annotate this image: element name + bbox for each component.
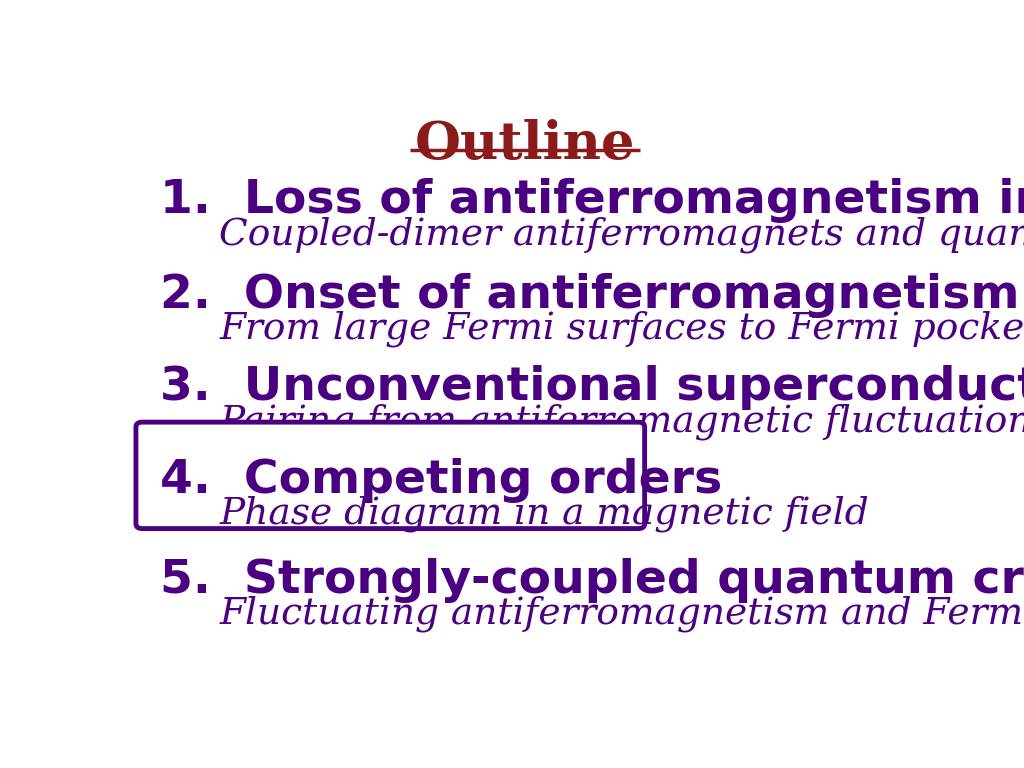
Text: Coupled-dimer antiferromagnets and quantum criticality: Coupled-dimer antiferromagnets and quant… [219,217,1024,253]
Text: Pairing from antiferromagnetic fluctuations: Pairing from antiferromagnetic fluctuati… [219,404,1024,440]
Text: Phase diagram in a magnetic field: Phase diagram in a magnetic field [219,495,869,532]
FancyBboxPatch shape [136,422,645,528]
Text: 5.  Strongly-coupled quantum criticality in metals: 5. Strongly-coupled quantum criticality … [160,558,1024,603]
Text: 1.  Loss of antiferromagnetism in an insulator: 1. Loss of antiferromagnetism in an insu… [160,178,1024,223]
Text: 2.  Onset of antiferromagnetism in a metal: 2. Onset of antiferromagnetism in a meta… [160,273,1024,317]
Text: From large Fermi surfaces to Fermi pockets: From large Fermi surfaces to Fermi pocke… [219,311,1024,347]
Text: Outline: Outline [415,119,635,170]
Text: Fluctuating antiferromagnetism and Fermi surfaces: Fluctuating antiferromagnetism and Fermi… [219,596,1024,633]
Text: 4.  Competing orders: 4. Competing orders [160,458,722,502]
Text: 3.  Unconventional superconductivity: 3. Unconventional superconductivity [160,366,1024,410]
